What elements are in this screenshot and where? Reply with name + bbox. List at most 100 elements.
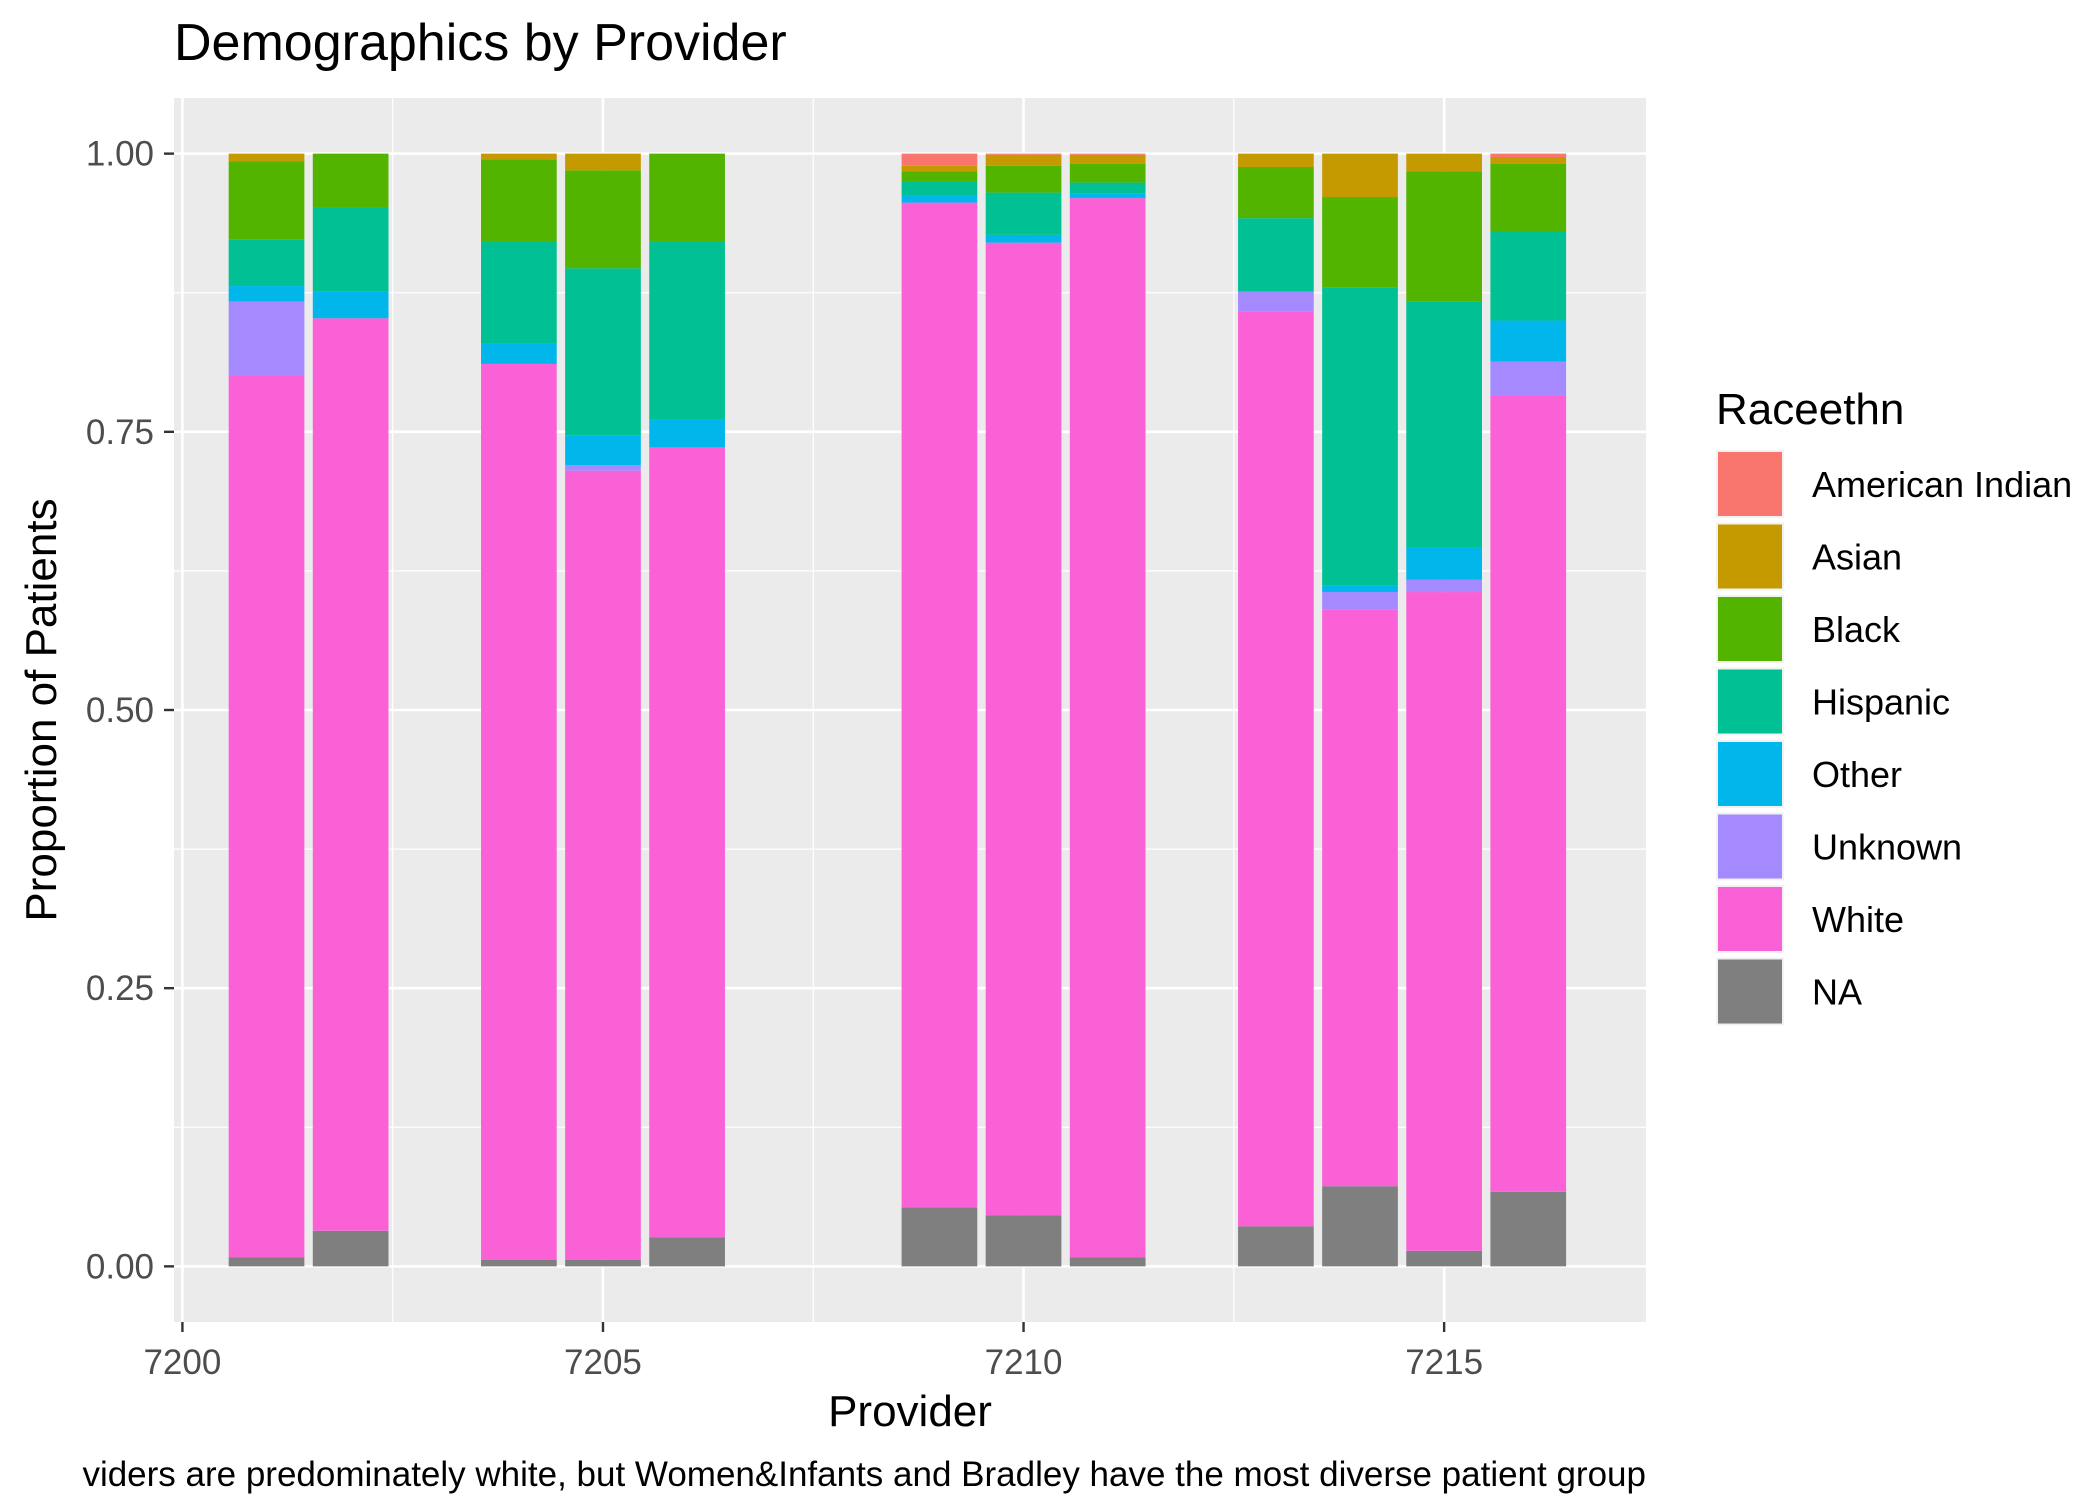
chart-title: Demographics by Provider [174, 14, 787, 72]
bar-segment-7214-unknown [1322, 592, 1398, 610]
bar-segment-7213-unknown [1238, 291, 1314, 312]
bar-segment-7216-asian [1490, 156, 1567, 164]
bar-segment-7214-na [1322, 1186, 1398, 1267]
bar-segment-7214-white [1322, 609, 1398, 1187]
legend-key-unknown [1718, 814, 1782, 879]
bars [228, 153, 1567, 1267]
legend-label-unknown: Unknown [1812, 827, 1962, 868]
legend-label-american-indian: American Indian [1812, 464, 2072, 505]
bar-segment-7210-black [985, 165, 1062, 193]
y-tick-label: 0.00 [86, 1247, 154, 1286]
bar-segment-7202-na [312, 1230, 389, 1267]
y-tick-label: 0.50 [86, 691, 154, 730]
bar-segment-7209-black [901, 171, 978, 182]
bar-segment-7211-other [1069, 193, 1146, 199]
bar-segment-7209-asian [901, 165, 978, 172]
y-tick-label: 1.00 [86, 135, 154, 174]
legend-label-other: Other [1812, 754, 1902, 795]
legend-label-asian: Asian [1812, 537, 1902, 578]
bar-segment-7204-white [481, 363, 557, 1260]
legend-label-black: Black [1812, 609, 1901, 650]
bar-segment-7202-black [312, 153, 389, 208]
bar-segment-7215-white [1406, 592, 1482, 1251]
bar-segment-7216-unknown [1490, 361, 1567, 396]
bar-segment-7204-black [481, 159, 557, 242]
bar-segment-7215-na [1406, 1250, 1482, 1267]
legend-key-na [1718, 959, 1782, 1024]
bar-segment-7216-hispanic [1490, 231, 1567, 321]
y-axis-title: Proportion of Patients [17, 498, 66, 921]
bar-segment-7201-hispanic [228, 239, 305, 287]
legend-label-hispanic: Hispanic [1812, 682, 1950, 723]
legend-title: Raceethn [1716, 385, 1904, 434]
bar-segment-7202-white [312, 318, 389, 1231]
bar-segment-7213-na [1238, 1226, 1314, 1267]
bar-segment-7214-black [1322, 197, 1398, 288]
bar-segment-7210-hispanic [985, 192, 1062, 235]
bar-segment-7205-asian [565, 153, 641, 171]
bar-segment-7213-hispanic [1238, 218, 1314, 292]
bar-segment-7201-other [228, 286, 305, 302]
bar-segment-7205-hispanic [565, 268, 641, 436]
bar-segment-7205-unknown [565, 465, 641, 471]
bar-segment-7215-hispanic [1406, 301, 1482, 548]
bar-segment-7211-hispanic [1069, 182, 1146, 194]
bar-segment-7206-na [649, 1237, 725, 1267]
y-tick-label: 0.25 [86, 969, 154, 1008]
bar-segment-7210-other [985, 234, 1062, 243]
bar-segment-7202-other [312, 291, 389, 319]
x-tick-label: 7215 [1405, 1343, 1483, 1382]
bar-segment-7214-asian [1322, 153, 1398, 198]
bar-segment-7201-na [228, 1257, 305, 1267]
bar-segment-7215-unknown [1406, 579, 1482, 593]
bar-segment-7210-american-indian [985, 153, 1062, 155]
y-tick-label: 0.75 [86, 413, 154, 452]
bar-segment-7204-na [481, 1259, 557, 1267]
bar-segment-7209-other [901, 195, 978, 203]
bar-segment-7209-white [901, 202, 978, 1208]
legend-key-other [1718, 742, 1782, 806]
bar-segment-7205-white [565, 470, 641, 1260]
bar-segment-7216-white [1490, 395, 1567, 1192]
bar-segment-7211-black [1069, 163, 1146, 183]
legend-key-american-indian [1718, 452, 1782, 516]
legend-key-asian [1718, 524, 1782, 589]
bar-segment-7215-asian [1406, 153, 1482, 172]
bar-segment-7201-asian [228, 153, 305, 162]
bar-segment-7216-other [1490, 320, 1567, 362]
bar-segment-7209-na [901, 1207, 978, 1267]
bar-segment-7211-white [1069, 198, 1146, 1258]
y-axis-ticks: 0.00 0.25 0.50 0.75 1.00 [86, 135, 174, 1286]
bar-segment-7209-hispanic [901, 181, 978, 196]
x-tick-label: 7210 [985, 1343, 1063, 1382]
bar-segment-7205-black [565, 170, 641, 269]
bar-segment-7216-american-indian [1490, 153, 1567, 157]
bar-segment-7209-american-indian [901, 153, 978, 166]
bar-segment-7215-other [1406, 547, 1482, 580]
legend-key-hispanic [1718, 669, 1782, 734]
x-tick-label: 7205 [564, 1343, 642, 1382]
bar-segment-7204-asian [481, 153, 557, 160]
bar-segment-7213-black [1238, 166, 1314, 219]
bar-segment-7201-black [228, 161, 305, 240]
bar-segment-7213-asian [1238, 153, 1314, 167]
legend-label-white: White [1812, 899, 1904, 940]
bar-segment-7215-black [1406, 171, 1482, 302]
legend-label-na: NA [1812, 972, 1862, 1013]
bar-segment-7201-white [228, 375, 305, 1258]
caption: viders are predominately white, but Wome… [82, 1455, 1646, 1494]
legend-key-black [1718, 597, 1782, 661]
bar-segment-7210-na [985, 1215, 1062, 1267]
bar-segment-7202-hispanic [312, 207, 389, 292]
bar-segment-7210-white [985, 242, 1062, 1216]
x-axis-title: Provider [828, 1387, 992, 1436]
bar-segment-7214-hispanic [1322, 287, 1398, 586]
bar-segment-7204-hispanic [481, 241, 557, 344]
bar-segment-7211-na [1069, 1257, 1146, 1267]
x-axis-ticks: 7200 7205 7210 7215 [143, 1322, 1483, 1382]
bar-segment-7210-asian [985, 154, 1062, 166]
bar-segment-7206-black [649, 153, 725, 242]
bar-segment-7214-other [1322, 585, 1398, 593]
bar-segment-7211-asian [1069, 154, 1146, 164]
